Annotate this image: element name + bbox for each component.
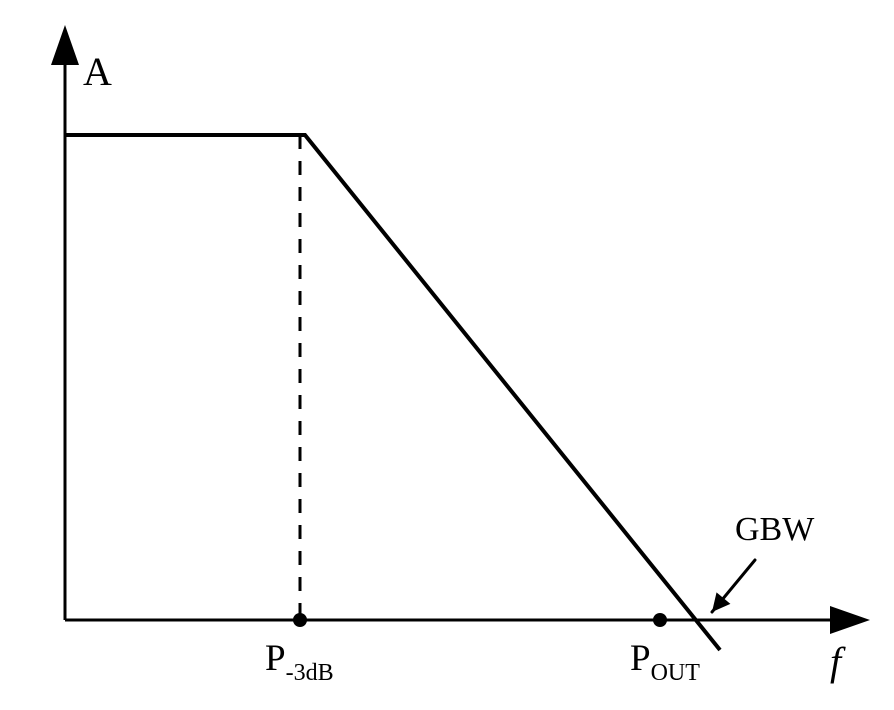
label-p-3db: P-3dB	[265, 638, 334, 686]
gain-curve	[65, 135, 720, 650]
label-gbw: GBW	[735, 511, 815, 548]
marker-p-3db	[293, 613, 307, 627]
label-p-out: POUT	[630, 638, 700, 686]
x-axis-label: f	[830, 639, 846, 684]
y-axis-label: A	[83, 49, 112, 94]
marker-p-out	[653, 613, 667, 627]
bode-plot: A f P-3dB POUT GBW	[0, 0, 894, 710]
